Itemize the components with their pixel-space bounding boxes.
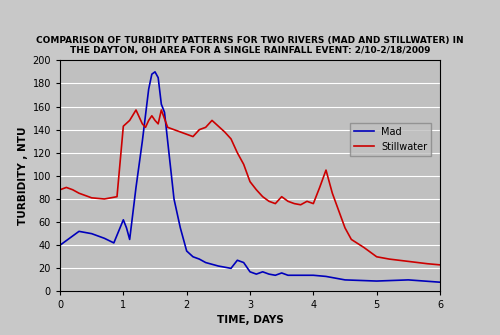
Mad xyxy=(146,87,152,91)
Mad xyxy=(124,226,130,230)
Mad xyxy=(102,236,107,240)
Title: COMPARISON OF TURBIDITY PATTERNS FOR TWO RIVERS (MAD AND STILLWATER) IN
THE DAYT: COMPARISON OF TURBIDITY PATTERNS FOR TWO… xyxy=(36,36,464,55)
X-axis label: TIME, DAYS: TIME, DAYS xyxy=(216,315,284,325)
Stillwater xyxy=(361,246,367,250)
Mad xyxy=(216,264,222,268)
Mad xyxy=(266,272,272,276)
Mad xyxy=(342,278,348,282)
Mad xyxy=(111,241,117,245)
Stillwater xyxy=(272,202,278,206)
Mad xyxy=(76,229,82,233)
Mad xyxy=(374,279,380,283)
Mad xyxy=(171,197,177,201)
Mad xyxy=(140,139,145,143)
Mad xyxy=(202,261,208,265)
Mad xyxy=(323,274,329,278)
Mad xyxy=(310,273,316,277)
Mad xyxy=(149,72,155,76)
Mad xyxy=(437,280,443,284)
Mad xyxy=(155,76,161,80)
Mad xyxy=(88,232,94,236)
Mad xyxy=(247,270,253,274)
Mad xyxy=(133,186,139,190)
Mad xyxy=(234,258,240,262)
Stillwater xyxy=(133,108,139,112)
Mad xyxy=(126,238,132,242)
Mad xyxy=(158,102,164,106)
Legend: Mad, Stillwater: Mad, Stillwater xyxy=(350,123,432,155)
Mad xyxy=(190,255,196,259)
Stillwater xyxy=(254,188,260,192)
Mad xyxy=(254,272,260,276)
Mad xyxy=(272,273,278,277)
Mad xyxy=(196,257,202,261)
Mad xyxy=(178,226,184,230)
Mad xyxy=(57,243,63,247)
Mad xyxy=(120,218,126,222)
Stillwater xyxy=(155,122,161,126)
Stillwater xyxy=(437,263,443,267)
Stillwater xyxy=(57,188,63,192)
Stillwater xyxy=(260,195,266,199)
Mad xyxy=(285,273,291,277)
Mad xyxy=(184,249,190,253)
Mad xyxy=(298,273,304,277)
Mad xyxy=(278,271,284,275)
Mad xyxy=(240,261,246,265)
Mad xyxy=(152,70,158,74)
Mad xyxy=(162,110,168,114)
Mad xyxy=(406,278,411,282)
Mad xyxy=(260,270,266,274)
Line: Stillwater: Stillwater xyxy=(60,110,440,265)
Mad xyxy=(164,139,170,143)
Stillwater xyxy=(316,186,322,190)
Line: Mad: Mad xyxy=(60,72,440,282)
Mad xyxy=(228,266,234,270)
Y-axis label: TURBIDITY , NTU: TURBIDITY , NTU xyxy=(18,127,28,225)
